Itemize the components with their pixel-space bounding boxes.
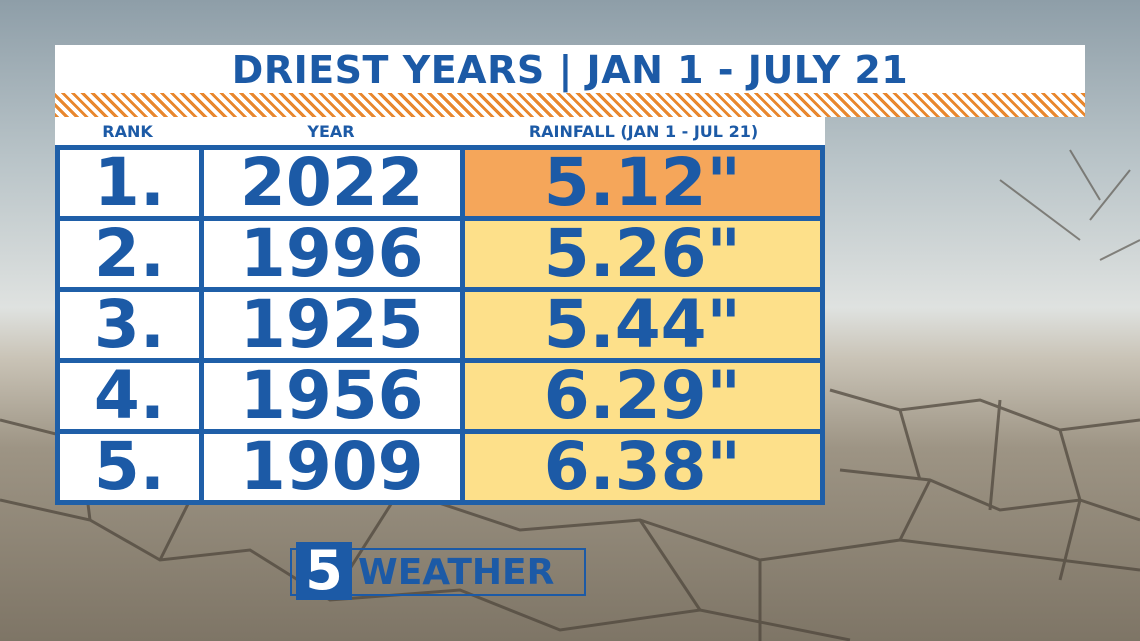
column-header: RAINFALL (JAN 1 - JUL 21): [528, 122, 759, 141]
rank-cell: 5.: [55, 429, 204, 505]
logo-number: 5: [296, 542, 352, 600]
rank-cell: 4.: [55, 358, 204, 434]
year-cell: 1996: [198, 216, 465, 292]
hatch-strip: [55, 93, 1085, 117]
table-row: 2. 1996 5.26": [55, 216, 826, 292]
rainfall-cell: 5.26": [459, 216, 826, 292]
table-row: 3. 1925 5.44": [55, 287, 826, 363]
year-cell: 1956: [198, 358, 465, 434]
table-row: 4. 1956 6.29": [55, 358, 826, 434]
table: 1. 2022 5.12" 2. 1996 5.26" 3. 1925 5.44" 4. 1956 6…: [55, 145, 826, 505]
logo: 5 WEATHER: [290, 542, 586, 600]
rainfall-cell: 5.12": [459, 145, 826, 221]
rainfall-cell: 6.29": [459, 358, 826, 434]
year-cell: 2022: [198, 145, 465, 221]
column-header: YEAR: [307, 122, 355, 141]
rainfall-cell: 5.44": [459, 287, 826, 363]
rank-cell: 1.: [55, 145, 204, 221]
table-row: 1. 2022 5.12": [55, 145, 826, 221]
rainfall-cell: 6.38": [459, 429, 826, 505]
header-row: RANK YEAR RAINFALL (JAN 1 - JUL 21): [55, 117, 825, 145]
title: DRIEST YEARS | JAN 1 - JULY 21: [55, 45, 1085, 93]
year-cell: 1909: [198, 429, 465, 505]
rank-cell: 2.: [55, 216, 204, 292]
column-header: RANK: [102, 122, 153, 141]
year-cell: 1925: [198, 287, 465, 363]
rank-cell: 3.: [55, 287, 204, 363]
logo-text: WEATHER: [358, 552, 555, 593]
table-row: 5. 1909 6.38": [55, 429, 826, 505]
